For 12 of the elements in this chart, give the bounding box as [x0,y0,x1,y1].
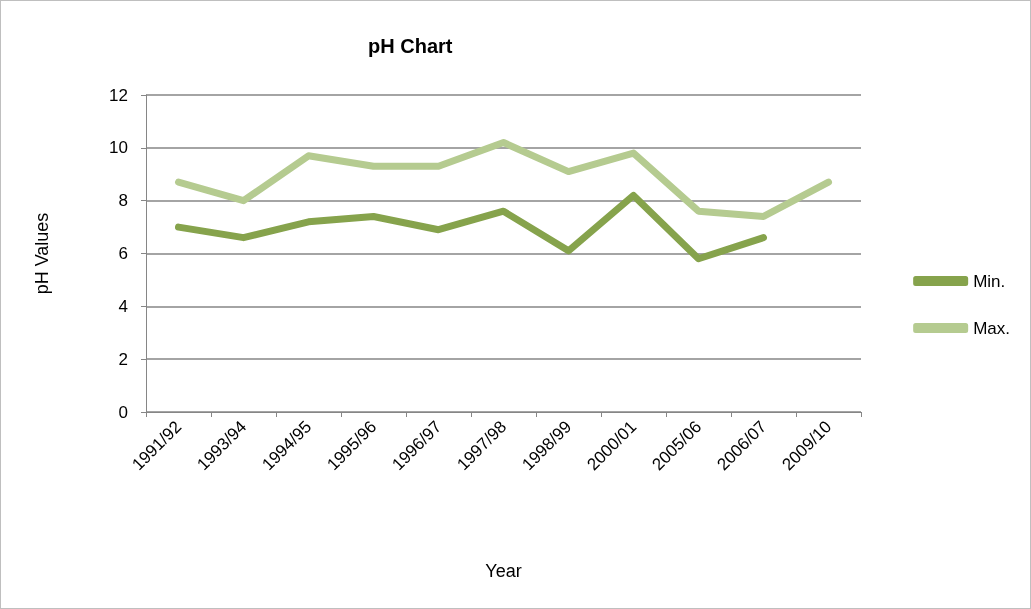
y-tick-label: 2 [118,349,128,369]
x-axis-title: Year [485,561,522,581]
y-tick-label: 10 [109,138,128,158]
chart-title: pH Chart [368,35,453,57]
y-tick-label: 6 [118,244,128,263]
legend-label: Min. [973,271,1006,291]
y-tick-label: 4 [118,296,128,316]
y-axis-title: pH Values [32,212,52,295]
y-tick-label: 12 [109,85,128,105]
legend-label: Max. [973,318,1010,338]
y-tick-label: 0 [118,402,128,422]
y-tick-label: 8 [118,191,128,211]
